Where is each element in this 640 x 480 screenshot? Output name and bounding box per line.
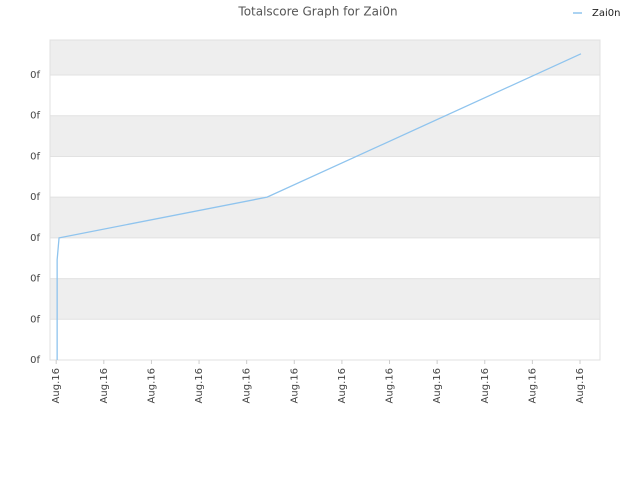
y-tick-label: 0f: [30, 151, 40, 162]
chart-title: Totalscore Graph for Zai0n: [237, 5, 397, 19]
y-tick-label: 0f: [30, 70, 40, 81]
plot-band: [50, 197, 600, 238]
x-tick-label: Aug.16: [575, 368, 586, 403]
x-tick-label: Aug.16: [385, 368, 396, 403]
plot-border: [49, 39, 601, 361]
plot-band: [50, 319, 600, 360]
plot-band: [50, 75, 600, 116]
plot-band: [50, 115, 600, 157]
plot-band: [50, 278, 600, 320]
x-tick-label: Aug.16: [480, 368, 491, 403]
y-tick-label: 0f: [30, 192, 40, 203]
y-tick-label: 0f: [30, 274, 40, 285]
plot-band: [50, 40, 600, 76]
x-tick-label: Aug.16: [432, 368, 443, 403]
plot-band: [50, 156, 600, 198]
x-tick-label: Aug.16: [146, 368, 157, 403]
plot-band: [50, 237, 600, 279]
x-tick-label: Aug.16: [51, 368, 62, 403]
x-tick-label: Aug.16: [337, 368, 348, 403]
x-tick-label: Aug.16: [99, 368, 110, 403]
y-tick-label: 0f: [30, 233, 40, 244]
x-tick-label: Aug.16: [289, 368, 300, 403]
line: [56, 53, 582, 360]
y-tick-label: 0f: [30, 111, 40, 122]
x-tick-label: Aug.16: [242, 368, 253, 403]
x-tick-label: Aug.16: [527, 368, 538, 403]
x-tick-label: Aug.16: [194, 368, 205, 403]
y-tick-label: 0f: [30, 355, 40, 366]
y-tick-label: 0f: [30, 314, 40, 325]
legend-label: Zai0n: [592, 8, 620, 19]
